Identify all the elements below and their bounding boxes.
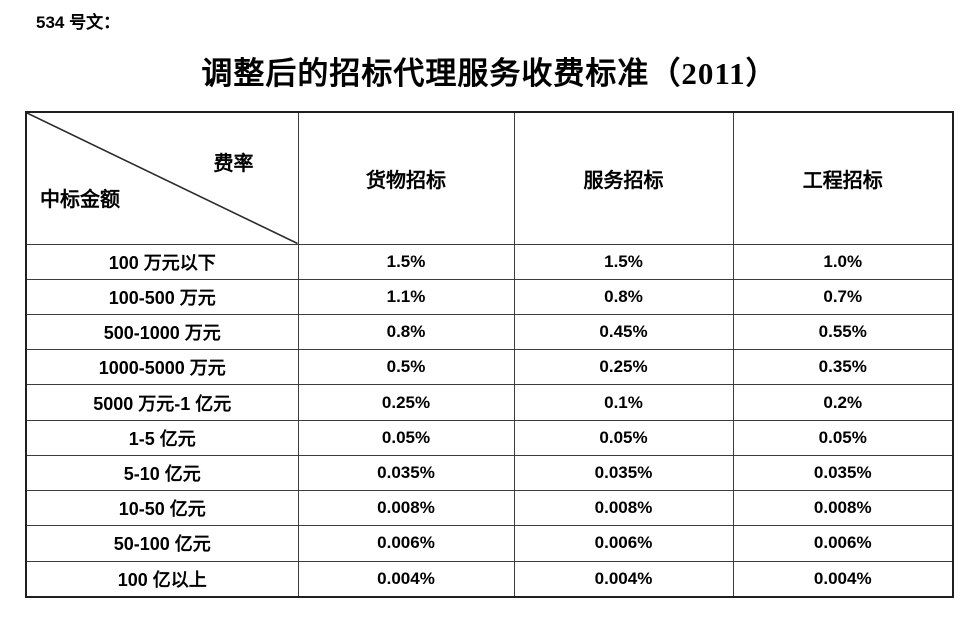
- fee-value: 0.008%: [297, 490, 515, 527]
- fee-value: 0.05%: [513, 419, 734, 456]
- table-row: 5000 万元-1 亿元 0.25% 0.1% 0.2%: [25, 384, 954, 421]
- row-label: 500-1000 万元: [25, 313, 299, 351]
- fee-value: 0.008%: [732, 490, 954, 527]
- row-label: 100 万元以下: [25, 243, 299, 280]
- row-label: 5-10 亿元: [25, 454, 299, 492]
- row-label: 50-100 亿元: [25, 525, 299, 562]
- fee-value: 1.1%: [297, 278, 515, 315]
- fee-value: 0.05%: [732, 419, 954, 456]
- fee-value: 0.8%: [297, 313, 515, 351]
- fee-value: 1.5%: [513, 243, 734, 280]
- table-row: 10-50 亿元 0.008% 0.008% 0.008%: [25, 490, 954, 527]
- fee-value: 0.004%: [513, 560, 734, 598]
- fee-value: 1.5%: [297, 243, 515, 280]
- fee-value: 1.0%: [732, 243, 954, 280]
- fee-rate-table: 费率 中标金额 货物招标 服务招标 工程招标 100 万元以下 1.5% 1.5…: [25, 111, 954, 598]
- table-row: 1000-5000 万元 0.5% 0.25% 0.35%: [25, 349, 954, 386]
- fee-value: 0.35%: [732, 349, 954, 386]
- fee-value: 0.035%: [513, 454, 734, 492]
- fee-value: 0.006%: [297, 525, 515, 562]
- table-row: 5-10 亿元 0.035% 0.035% 0.035%: [25, 454, 954, 492]
- fee-value: 0.55%: [732, 313, 954, 351]
- fee-value: 0.2%: [732, 384, 954, 421]
- doc-number-label: 534 号文：: [36, 13, 121, 32]
- fee-value: 0.25%: [297, 384, 515, 421]
- table-row: 100 亿以上 0.004% 0.004% 0.004%: [25, 560, 954, 598]
- fee-value: 0.45%: [513, 313, 734, 351]
- row-label: 1-5 亿元: [25, 419, 299, 456]
- fee-value: 0.1%: [513, 384, 734, 421]
- diagonal-divider-line: [27, 113, 297, 243]
- corner-header-cell: 费率 中标金额: [25, 111, 299, 245]
- fee-value: 0.035%: [297, 454, 515, 492]
- fee-value: 0.035%: [732, 454, 954, 492]
- fee-value: 0.25%: [513, 349, 734, 386]
- table-row: 1-5 亿元 0.05% 0.05% 0.05%: [25, 419, 954, 456]
- table-row: 100-500 万元 1.1% 0.8% 0.7%: [25, 278, 954, 315]
- row-label: 10-50 亿元: [25, 490, 299, 527]
- fee-value: 0.004%: [732, 560, 954, 598]
- fee-value: 0.7%: [732, 278, 954, 315]
- row-label: 5000 万元-1 亿元: [25, 384, 299, 421]
- table-row: 500-1000 万元 0.8% 0.45% 0.55%: [25, 313, 954, 351]
- page-title: 调整后的招标代理服务收费标准（2011）: [201, 56, 778, 91]
- fee-value: 0.004%: [297, 560, 515, 598]
- corner-label-bid-amount: 中标金额: [40, 188, 120, 211]
- corner-label-rate: 费率: [213, 153, 254, 175]
- row-label: 1000-5000 万元: [25, 349, 299, 386]
- row-label: 100 亿以上: [25, 560, 299, 598]
- fee-value: 0.006%: [732, 525, 954, 562]
- fee-value: 0.05%: [297, 419, 515, 456]
- column-header-engineering-bidding: 工程招标: [732, 111, 954, 245]
- fee-value: 0.008%: [513, 490, 734, 527]
- column-header-service-bidding: 服务招标: [513, 111, 734, 245]
- fee-value: 0.8%: [513, 278, 734, 315]
- row-label: 100-500 万元: [25, 278, 299, 315]
- table-row: 100 万元以下 1.5% 1.5% 1.0%: [25, 243, 954, 280]
- table-row: 50-100 亿元 0.006% 0.006% 0.006%: [25, 525, 954, 562]
- column-header-goods-bidding: 货物招标: [297, 111, 515, 245]
- table-header-row: 费率 中标金额 货物招标 服务招标 工程招标: [25, 111, 954, 245]
- fee-value: 0.006%: [513, 525, 734, 562]
- fee-value: 0.5%: [297, 349, 515, 386]
